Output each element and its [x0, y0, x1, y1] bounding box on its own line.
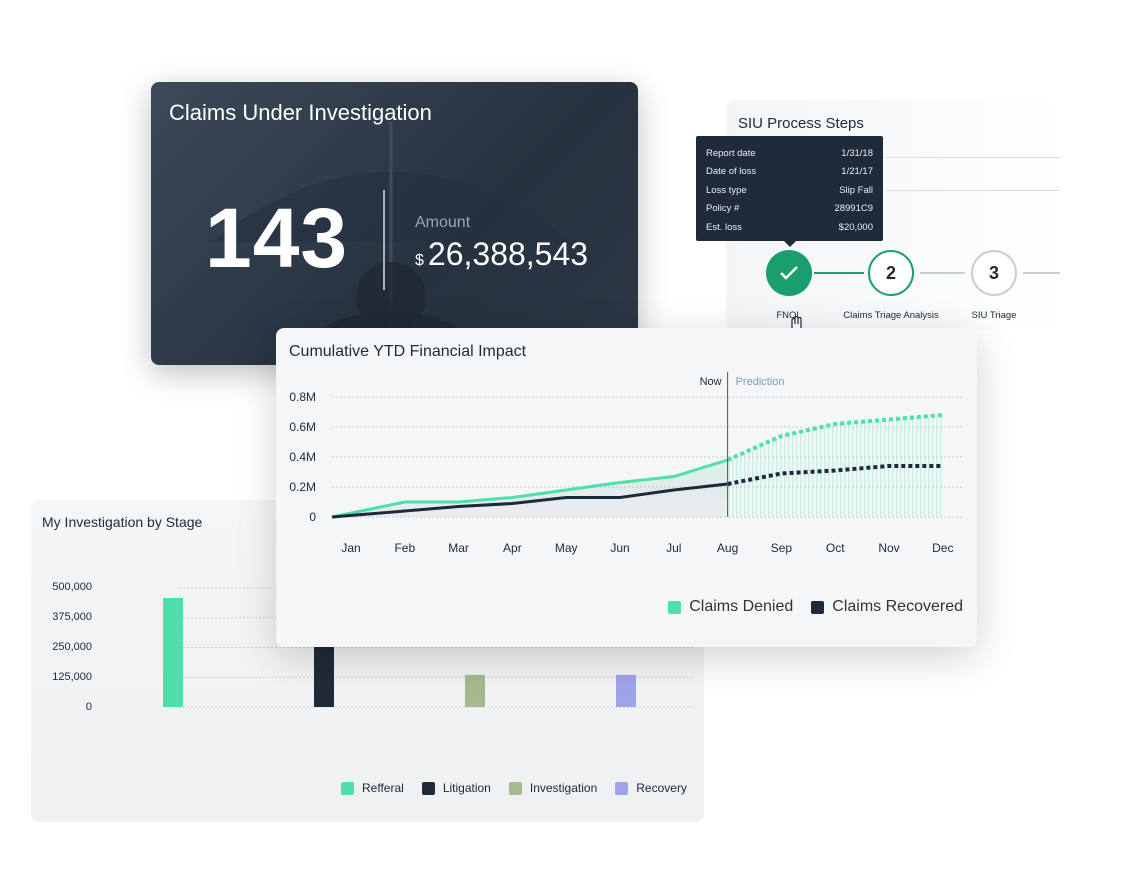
y-tick: 375,000 — [52, 611, 92, 623]
now-label: Now — [700, 376, 722, 388]
x-tick-label: Jun — [610, 541, 629, 555]
legend-label: Claims Denied — [689, 598, 794, 615]
tooltip-label: Est. loss — [706, 221, 742, 233]
y-tick-label: 0.6M — [289, 420, 316, 434]
legend-label: Litigation — [442, 781, 491, 795]
line-chart: 0 0.2M 0.4M 0.6M 0.8M Jan Feb Mar Apr May Jun Jul Au… — [289, 372, 964, 555]
tooltip-label: Date of loss — [706, 166, 757, 178]
x-tick-label: Sep — [771, 541, 793, 555]
series-line-claims-recovered — [331, 482, 728, 519]
legend-item-claims-recovered[interactable]: Claims Recovered — [811, 598, 963, 616]
tooltip-label: Report date — [706, 147, 756, 159]
siu-title: SIU Process Steps — [738, 115, 864, 132]
area-prediction — [727, 415, 943, 517]
bar-recovery — [616, 674, 636, 707]
tooltip-label: Policy # — [706, 203, 740, 215]
step-label: Claims Triage Analysis — [843, 310, 939, 321]
x-tick-label: Nov — [878, 541, 899, 555]
legend-item-investigation[interactable]: Investigation — [508, 781, 598, 795]
y-tick: 0 — [85, 701, 92, 713]
kpi-title: Claims Under Investigation — [169, 100, 432, 125]
x-tick-label: Jul — [666, 541, 681, 555]
tooltip-value: 1/31/18 — [841, 147, 873, 159]
legend-label: Refferal — [362, 781, 404, 795]
y-tick-label: 0 — [309, 510, 316, 524]
line-legend: Claims Denied Claims Recovered — [668, 598, 963, 616]
legend-item-refferal[interactable]: Refferal — [341, 781, 404, 795]
bar-investigation — [465, 674, 485, 707]
step-label: SIU Triage — [971, 310, 1017, 321]
bar-refferal — [163, 597, 183, 707]
y-tick-label: 0.8M — [289, 390, 316, 404]
legend-label: Investigation — [529, 781, 598, 795]
tooltip-value: 28991C9 — [834, 203, 873, 215]
step-siu-triage[interactable]: 3 — [971, 250, 1017, 296]
step-claims-triage[interactable]: 2 — [868, 250, 914, 296]
bar-litigation — [314, 635, 334, 707]
claims-under-investigation-card: Claims Under Investigation 143 Amount $2… — [151, 82, 638, 365]
legend-label: Claims Recovered — [832, 598, 963, 615]
tooltip-label: Loss type — [706, 184, 747, 196]
y-tick-label: 0.4M — [289, 450, 316, 464]
amount-label: Amount — [415, 214, 471, 231]
tooltip-value: 1/21/17 — [841, 166, 873, 178]
step-label: FNOL — [776, 310, 802, 321]
y-tick: 125,000 — [52, 671, 92, 683]
bar-chart-title: My Investigation by Stage — [42, 514, 203, 530]
legend-item-claims-denied[interactable]: Claims Denied — [668, 598, 793, 616]
x-tick-label: Feb — [394, 541, 415, 555]
x-tick-label: Oct — [826, 541, 845, 555]
x-tick-label: Mar — [448, 541, 469, 555]
currency-symbol: $ — [415, 252, 424, 269]
cumulative-ytd-card: Cumulative YTD Financial Impact 0 0.2M 0.4… — [276, 328, 977, 647]
divider — [383, 190, 385, 290]
amount-value: $26,388,543 — [415, 236, 588, 273]
tooltip-value: Slip Fall — [839, 184, 873, 196]
x-tick-label: Aug — [717, 541, 738, 555]
line-chart-title: Cumulative YTD Financial Impact — [289, 343, 527, 360]
prediction-label: Prediction — [736, 376, 785, 388]
x-tick-label: May — [555, 541, 578, 555]
x-tick-label: Dec — [932, 541, 953, 555]
claim-tooltip: Report date 1/31/18 Date of loss 1/21/17 L… — [696, 136, 883, 247]
claims-count: 143 — [205, 191, 349, 285]
y-tick-label: 0.2M — [289, 480, 316, 494]
y-tick: 250,000 — [52, 641, 92, 653]
check-icon — [780, 266, 798, 280]
step-fnol[interactable] — [766, 250, 812, 296]
legend-item-recovery[interactable]: Recovery — [615, 781, 687, 795]
y-tick: 500,000 — [52, 581, 92, 593]
amount-number: 26,388,543 — [427, 236, 589, 272]
hand-cursor-icon — [791, 315, 802, 330]
x-tick-label: Apr — [503, 541, 522, 555]
legend-label: Recovery — [636, 781, 687, 795]
series-line-claims-denied — [331, 458, 729, 519]
tooltip-value: $20,000 — [838, 221, 873, 233]
x-tick-label: Jan — [341, 541, 360, 555]
legend-item-litigation[interactable]: Litigation — [421, 781, 491, 795]
bar-legend: Refferal Litigation Investigation Recove… — [341, 781, 687, 795]
area-actual — [332, 460, 728, 517]
